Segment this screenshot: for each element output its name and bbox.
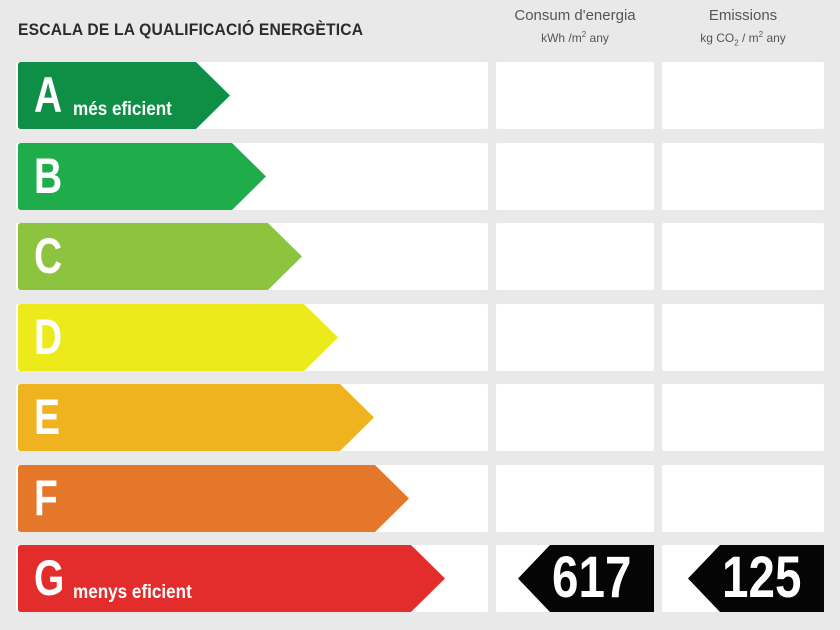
energy-cell-d <box>496 304 654 371</box>
energy-cell-c <box>496 223 654 290</box>
emissions-cell-b <box>662 143 824 210</box>
emissions-cell-f <box>662 465 824 532</box>
rating-letter: C <box>34 228 63 284</box>
energy-cell-b <box>496 143 654 210</box>
energy-heading: Consum d'energia <box>514 7 636 24</box>
emissions-heading: Emissions <box>708 7 778 24</box>
rating-letter: A <box>34 67 63 123</box>
page-title: ESCALA DE LA QUALIFICACIÓ ENERGÈTICA <box>18 20 364 39</box>
energy-column-header: Consum d'energia kWh /m2 any <box>496 6 654 47</box>
energy-cell-e <box>496 384 654 451</box>
energy-result-badge-value: 617 <box>552 545 632 610</box>
rating-letter: F <box>34 470 58 526</box>
rating-bar-d: D <box>18 304 338 371</box>
emissions-result-badge-value: 125 <box>722 545 802 610</box>
rating-letter: G <box>34 550 65 606</box>
emissions-result-badge: 125 <box>688 545 824 612</box>
emissions-cell-a <box>662 62 824 129</box>
rating-letter: E <box>34 389 61 445</box>
rating-letter: B <box>34 148 63 204</box>
energy-cell-a <box>496 62 654 129</box>
emissions-cell-c <box>662 223 824 290</box>
emissions-cell-e <box>662 384 824 451</box>
rating-letter: D <box>34 309 63 365</box>
rating-label: menys eficient <box>73 582 192 603</box>
rating-bar-c: C <box>18 223 302 290</box>
rating-bar-f: F <box>18 465 409 532</box>
energy-cell-f <box>496 465 654 532</box>
rating-bar-b: B <box>18 143 266 210</box>
energy-result-badge: 617 <box>518 545 654 612</box>
emissions-unit: kg CO2 / m2 any <box>700 30 786 48</box>
emissions-column-header: Emissions kg CO2 / m2 any <box>662 6 824 52</box>
rating-bar-e: E <box>18 384 374 451</box>
energy-unit: kWh /m2 any <box>541 30 609 45</box>
rating-label: més eficient <box>73 99 172 120</box>
emissions-cell-d <box>662 304 824 371</box>
